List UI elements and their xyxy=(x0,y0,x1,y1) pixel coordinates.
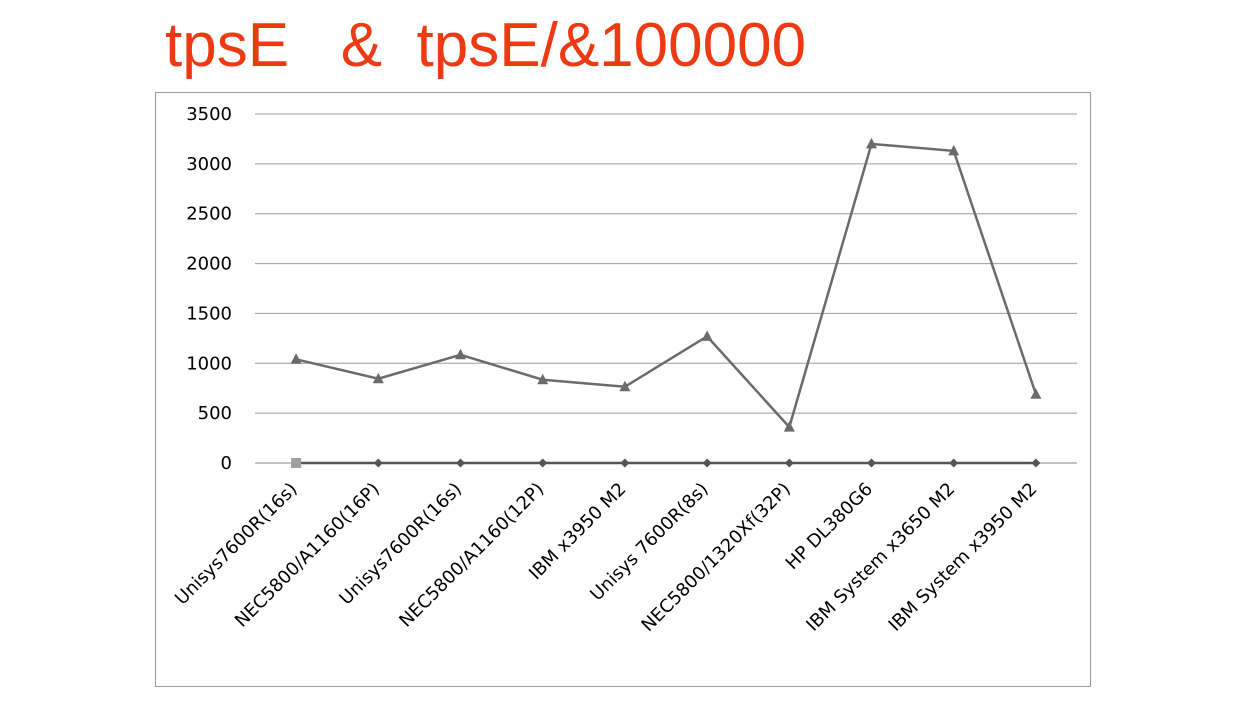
y-tick-label: 0 xyxy=(221,453,232,474)
data-point-diamond xyxy=(949,458,959,468)
data-point-diamond xyxy=(373,458,383,468)
x-tick-label: NEC5800/A1160(12P) xyxy=(395,479,548,632)
data-point-diamond xyxy=(784,458,794,468)
x-tick-label: IBM System x3650 M2 xyxy=(802,479,959,636)
y-axis-tick-labels: 0 500 1000 1500 2000 2500 3000 3500 xyxy=(186,104,232,474)
y-tick-label: 500 xyxy=(198,403,232,424)
x-tick-label: NEC5800/A1160(16P) xyxy=(231,479,384,632)
x-tick-label: NEC5800/1320Xf(32P) xyxy=(637,479,794,636)
x-axis-tick-labels: Unisys7600R(16s)NEC5800/A1160(16P)Unisys… xyxy=(171,479,1041,636)
data-point-diamond xyxy=(620,458,630,468)
data-point-triangle xyxy=(701,330,713,341)
grid-lines xyxy=(255,113,1077,464)
data-point-diamond xyxy=(867,458,876,468)
data-point-diamond xyxy=(538,458,548,468)
series-square xyxy=(291,458,302,468)
chart-frame xyxy=(155,92,1091,687)
y-tick-label: 1000 xyxy=(186,353,232,374)
data-point-triangle xyxy=(372,372,384,384)
data-point-diamond xyxy=(1031,458,1041,468)
data-point-triangle xyxy=(537,373,549,385)
y-tick-label: 1500 xyxy=(186,303,232,324)
y-tick-label: 3500 xyxy=(186,104,232,125)
series-diamond xyxy=(291,458,1041,468)
y-tick-label: 3000 xyxy=(186,154,232,175)
data-series xyxy=(290,137,1042,468)
data-point-triangle xyxy=(619,380,631,392)
data-point-triangle xyxy=(866,137,877,149)
data-point-triangle xyxy=(948,144,960,156)
data-point-diamond xyxy=(456,458,465,468)
data-point-triangle xyxy=(1030,388,1042,399)
data-point-triangle xyxy=(783,421,795,432)
x-tick-label: IBM System x3950 M2 xyxy=(885,479,1042,636)
y-tick-label: 2500 xyxy=(186,204,232,225)
y-tick-label: 2000 xyxy=(186,254,232,275)
data-point-diamond xyxy=(702,458,712,468)
data-point-square xyxy=(291,458,302,468)
data-point-triangle xyxy=(290,353,302,364)
series-line xyxy=(295,142,1038,430)
slide-title: tpsE & tpsE/&100000 xyxy=(165,11,807,80)
data-point-triangle xyxy=(455,348,466,360)
series-triangle xyxy=(290,137,1042,432)
